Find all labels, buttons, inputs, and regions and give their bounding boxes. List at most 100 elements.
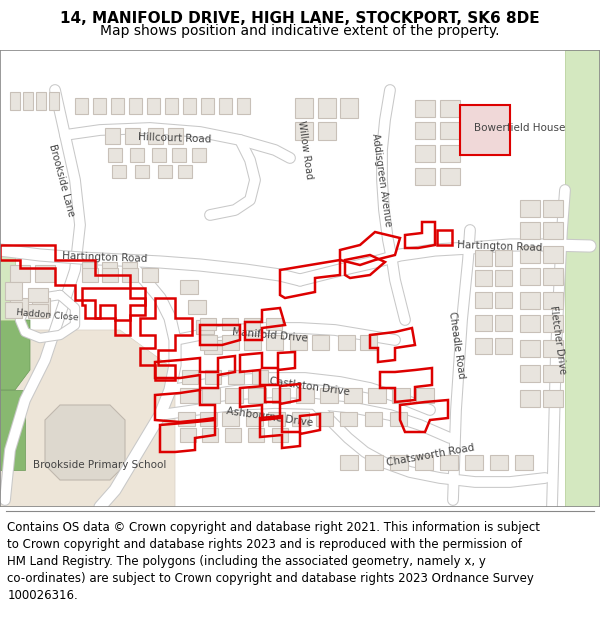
Polygon shape <box>102 262 117 275</box>
Polygon shape <box>75 98 88 114</box>
Polygon shape <box>415 122 435 139</box>
Polygon shape <box>10 92 20 110</box>
Polygon shape <box>340 412 357 426</box>
Polygon shape <box>147 98 160 114</box>
Polygon shape <box>49 92 59 110</box>
Polygon shape <box>460 105 510 155</box>
Polygon shape <box>0 250 15 320</box>
Polygon shape <box>520 246 540 263</box>
Polygon shape <box>543 222 563 239</box>
Polygon shape <box>225 388 243 403</box>
Polygon shape <box>475 315 492 331</box>
Text: Castleton Drive: Castleton Drive <box>269 376 351 398</box>
Polygon shape <box>312 335 329 350</box>
Polygon shape <box>228 370 244 384</box>
Text: Willow Road: Willow Road <box>296 120 314 180</box>
Polygon shape <box>520 268 540 285</box>
Polygon shape <box>360 335 377 350</box>
Polygon shape <box>520 200 540 217</box>
Polygon shape <box>180 428 196 442</box>
Polygon shape <box>82 262 97 275</box>
Polygon shape <box>0 390 25 470</box>
Polygon shape <box>178 165 192 178</box>
Polygon shape <box>36 92 46 110</box>
Polygon shape <box>272 428 288 442</box>
Polygon shape <box>237 98 250 114</box>
Polygon shape <box>112 165 126 178</box>
Text: 14, MANIFOLD DRIVE, HIGH LANE, STOCKPORT, SK6 8DE: 14, MANIFOLD DRIVE, HIGH LANE, STOCKPORT… <box>60 11 540 26</box>
Polygon shape <box>543 268 563 285</box>
Text: Addisgreen Avenue: Addisgreen Avenue <box>370 132 394 228</box>
Polygon shape <box>475 338 492 354</box>
Polygon shape <box>183 98 196 114</box>
Polygon shape <box>318 122 336 140</box>
Polygon shape <box>543 340 563 357</box>
Polygon shape <box>543 315 563 332</box>
Polygon shape <box>415 455 433 470</box>
Text: Cheadle Road: Cheadle Road <box>448 311 467 379</box>
Polygon shape <box>415 168 435 185</box>
Polygon shape <box>365 455 383 470</box>
Polygon shape <box>125 128 140 144</box>
Polygon shape <box>495 250 512 266</box>
Polygon shape <box>148 128 163 144</box>
Polygon shape <box>130 148 144 162</box>
Polygon shape <box>415 145 435 162</box>
Polygon shape <box>543 292 563 309</box>
Polygon shape <box>248 388 266 403</box>
Polygon shape <box>268 412 285 426</box>
Polygon shape <box>392 388 410 403</box>
Polygon shape <box>520 292 540 309</box>
Polygon shape <box>196 320 214 334</box>
Polygon shape <box>318 98 336 118</box>
Polygon shape <box>188 300 206 314</box>
Text: Brookside Lane: Brookside Lane <box>47 142 77 218</box>
Polygon shape <box>180 388 198 403</box>
Polygon shape <box>182 370 198 384</box>
Polygon shape <box>320 388 338 403</box>
Polygon shape <box>0 330 175 507</box>
Polygon shape <box>520 222 540 239</box>
Polygon shape <box>200 412 217 426</box>
Polygon shape <box>475 250 492 266</box>
Polygon shape <box>296 388 314 403</box>
Polygon shape <box>495 338 512 354</box>
Polygon shape <box>200 335 217 350</box>
Polygon shape <box>108 148 122 162</box>
Polygon shape <box>129 98 142 114</box>
Polygon shape <box>490 455 508 470</box>
Text: Hartington Road: Hartington Road <box>457 239 543 252</box>
Polygon shape <box>205 370 221 384</box>
Polygon shape <box>0 320 30 390</box>
Polygon shape <box>295 122 313 140</box>
Polygon shape <box>440 168 460 185</box>
Polygon shape <box>316 412 333 426</box>
Polygon shape <box>10 298 28 315</box>
Polygon shape <box>543 390 563 407</box>
Polygon shape <box>440 455 458 470</box>
Polygon shape <box>390 412 407 426</box>
Polygon shape <box>295 98 313 118</box>
Text: Ashbourne Drive: Ashbourne Drive <box>226 406 314 428</box>
Polygon shape <box>246 412 263 426</box>
Text: Brookside Primary School: Brookside Primary School <box>34 460 167 470</box>
Polygon shape <box>165 98 178 114</box>
Polygon shape <box>28 288 48 302</box>
Polygon shape <box>122 268 138 282</box>
Polygon shape <box>168 128 183 144</box>
Polygon shape <box>222 335 239 350</box>
Polygon shape <box>152 148 166 162</box>
Polygon shape <box>340 98 358 118</box>
Text: Contains OS data © Crown copyright and database right 2021. This information is : Contains OS data © Crown copyright and d… <box>7 521 540 602</box>
Polygon shape <box>440 122 460 139</box>
Polygon shape <box>158 165 172 178</box>
Polygon shape <box>244 335 261 350</box>
Polygon shape <box>292 412 309 426</box>
Polygon shape <box>565 50 600 507</box>
Polygon shape <box>200 318 216 330</box>
Polygon shape <box>178 412 195 426</box>
Polygon shape <box>111 98 124 114</box>
Polygon shape <box>225 428 241 442</box>
Polygon shape <box>515 455 533 470</box>
Polygon shape <box>465 455 483 470</box>
